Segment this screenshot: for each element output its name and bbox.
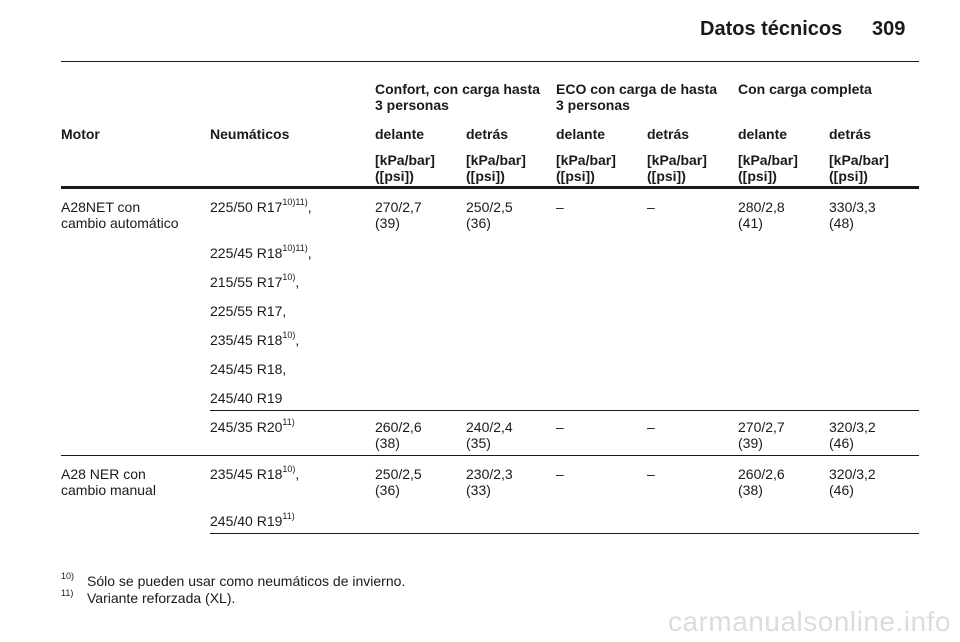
group-header-confort: Confort, con carga hasta 3 personas bbox=[375, 81, 540, 113]
col-header-front: delante bbox=[556, 126, 606, 142]
pressure-value: – bbox=[556, 419, 564, 435]
footnote-ref: 11) bbox=[282, 417, 295, 427]
footnote-number: 11) bbox=[61, 588, 74, 598]
group-header-eco: ECO con carga de hasta 3 personas bbox=[556, 81, 718, 113]
col-header-rear: detrás bbox=[466, 126, 509, 142]
pressure-value: – bbox=[647, 419, 655, 435]
watermark: carmanualsonline.info bbox=[668, 606, 951, 637]
footnote-ref: 10)11) bbox=[282, 243, 308, 253]
pressure-value: – bbox=[647, 199, 655, 215]
col-header-motor: Motor bbox=[61, 126, 100, 142]
footnote-ref: 10) bbox=[282, 272, 296, 282]
pressure-value: 330/3,3 (48) bbox=[829, 199, 876, 231]
tire-size: 225/50 R1710)11), bbox=[210, 197, 312, 216]
pressure-value: 270/2,7 (39) bbox=[738, 419, 785, 451]
tire-size: 235/45 R1810), bbox=[210, 464, 300, 483]
footnote-ref: 10)11) bbox=[282, 197, 308, 207]
pressure-value: – bbox=[556, 466, 564, 482]
unit-label: [kPa/bar] ([psi]) bbox=[738, 152, 798, 184]
header-bottom-rule bbox=[61, 186, 919, 189]
pressure-value: – bbox=[647, 466, 655, 482]
pressure-value: 260/2,6 (38) bbox=[738, 466, 785, 498]
unit-label: [kPa/bar] ([psi]) bbox=[556, 152, 616, 184]
tire-size: 245/35 R2011) bbox=[210, 417, 295, 436]
motor-a28net: A28NET con cambio automático bbox=[61, 199, 179, 231]
pressure-value: 250/2,5 (36) bbox=[375, 466, 422, 498]
footnote-text: Sólo se pueden usar como neumáticos de i… bbox=[87, 573, 406, 589]
pressure-value: 320/3,2 (46) bbox=[829, 419, 876, 451]
footnote-number: 10) bbox=[61, 571, 75, 581]
pressure-value: 230/2,3 (33) bbox=[466, 466, 513, 498]
footnote-text: Variante reforzada (XL). bbox=[87, 590, 236, 606]
tire-size: 245/40 R19 bbox=[210, 390, 283, 406]
pressure-value: – bbox=[556, 199, 564, 215]
section-title: Datos técnicos bbox=[700, 18, 843, 40]
unit-label: [kPa/bar] ([psi]) bbox=[647, 152, 707, 184]
footnote-ref: 10) bbox=[282, 330, 296, 340]
tire-size: 245/40 R1911) bbox=[210, 511, 295, 530]
pressure-value: 320/3,2 (46) bbox=[829, 466, 876, 498]
col-header-neumaticos: Neumáticos bbox=[210, 126, 290, 142]
header-rule bbox=[61, 61, 919, 62]
tire-size: 235/45 R1810), bbox=[210, 330, 300, 349]
motor-a28ner: A28 NER con cambio manual bbox=[61, 466, 156, 498]
pressure-value: 250/2,5 (36) bbox=[466, 199, 513, 231]
group-header-completa: Con carga completa bbox=[738, 81, 872, 97]
pressure-value: 260/2,6 (38) bbox=[375, 419, 422, 451]
footnote-ref: 10) bbox=[282, 464, 296, 474]
group-divider bbox=[61, 455, 919, 456]
pressure-value: 280/2,8 (41) bbox=[738, 199, 785, 231]
col-header-rear: detrás bbox=[829, 126, 872, 142]
tire-size: 225/45 R1810)11), bbox=[210, 243, 312, 262]
unit-label: [kPa/bar] ([psi]) bbox=[829, 152, 889, 184]
pressure-value: 240/2,4 (35) bbox=[466, 419, 513, 451]
page-number: 309 bbox=[872, 18, 906, 40]
tire-size: 215/55 R1710), bbox=[210, 272, 300, 291]
col-header-front: delante bbox=[375, 126, 425, 142]
footnote-ref: 11) bbox=[282, 511, 295, 521]
col-header-front: delante bbox=[738, 126, 788, 142]
row-divider bbox=[210, 410, 919, 411]
pressure-value: 270/2,7 (39) bbox=[375, 199, 422, 231]
table-bottom-rule bbox=[210, 533, 919, 534]
unit-label: [kPa/bar] ([psi]) bbox=[375, 152, 435, 184]
unit-label: [kPa/bar] ([psi]) bbox=[466, 152, 526, 184]
tire-size: 245/45 R18, bbox=[210, 361, 287, 377]
tire-size: 225/55 R17, bbox=[210, 303, 287, 319]
col-header-rear: detrás bbox=[647, 126, 690, 142]
